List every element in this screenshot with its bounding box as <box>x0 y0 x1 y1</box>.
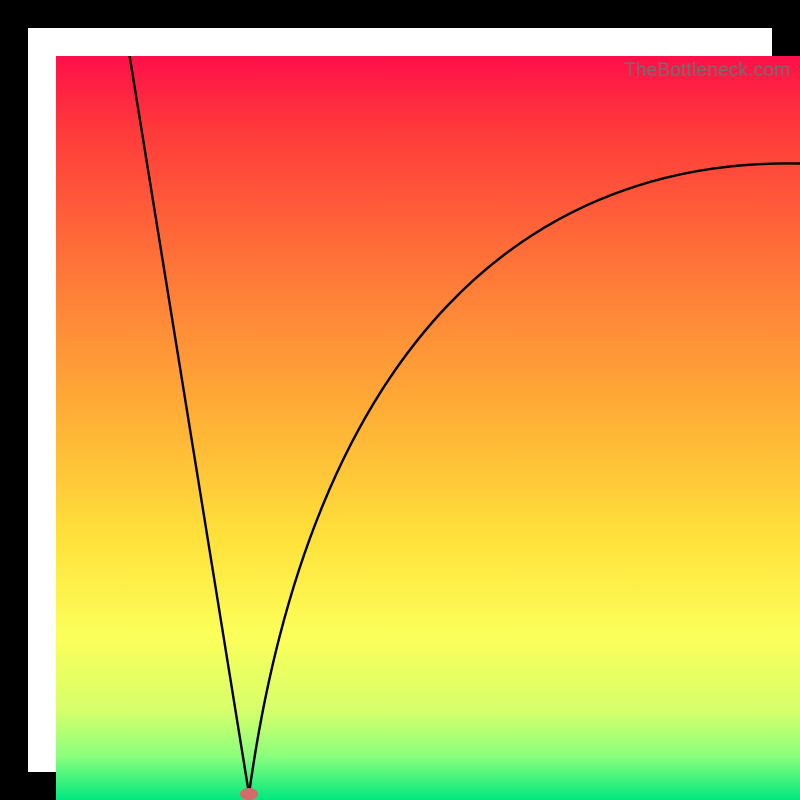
watermark-text: TheBottleneck.com <box>624 60 790 82</box>
minimum-marker <box>240 788 258 800</box>
plot-area: TheBottleneck.com <box>56 56 800 800</box>
chart-frame: TheBottleneck.com <box>0 0 800 800</box>
bottleneck-curve <box>56 56 800 800</box>
